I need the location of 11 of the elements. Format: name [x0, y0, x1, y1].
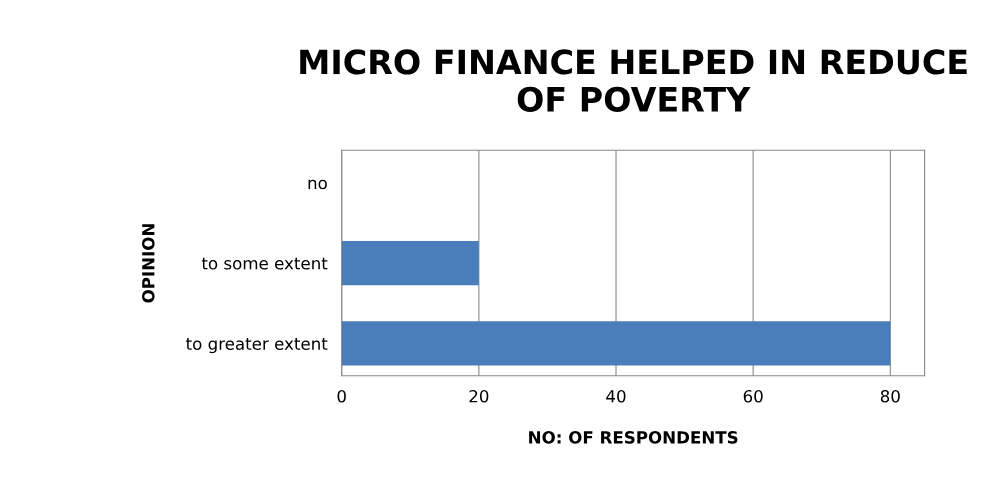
x-tick-label: 20: [469, 389, 489, 403]
x-tick-label: 40: [606, 389, 626, 403]
x-tick-label: 80: [880, 389, 900, 403]
y-tick-label: to greater extent: [186, 338, 328, 354]
y-tick-label: to some extent: [201, 257, 328, 270]
y-tick-label: no: [308, 179, 327, 190]
chart-title: MICRO FINANCE HELPED IN REDUCE OF POVERTY: [300, 49, 967, 112]
x-axis-title: NO: OF RESPONDENTS: [529, 431, 738, 444]
x-tick-label: 0: [337, 389, 346, 403]
x-tick-label: 60: [743, 389, 763, 403]
y-axis-title: OPINION: [141, 224, 155, 303]
